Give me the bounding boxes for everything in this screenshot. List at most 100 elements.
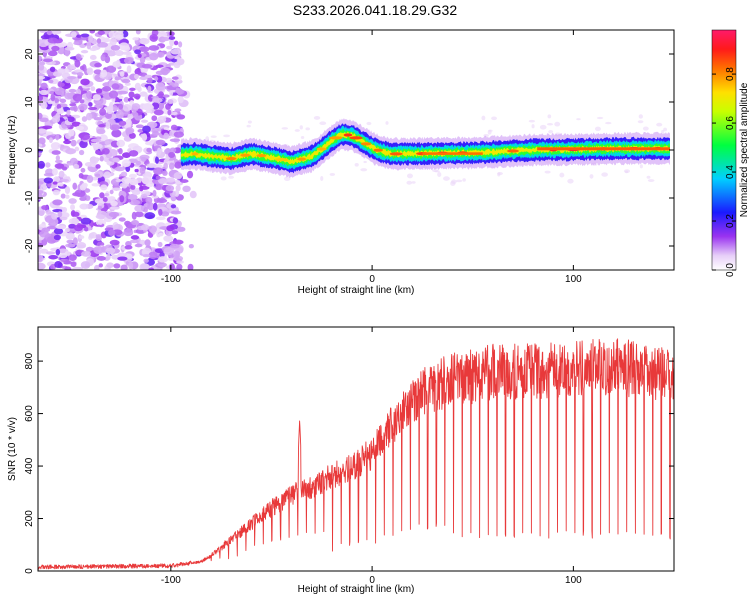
noise-blob	[72, 266, 84, 270]
noise-blob	[155, 175, 161, 180]
noise-blob	[80, 78, 90, 86]
noise-blob	[38, 262, 46, 270]
noise-blob	[38, 152, 42, 156]
noise-blob	[116, 139, 126, 148]
noise-blob	[52, 115, 61, 123]
noise-blob	[170, 204, 177, 209]
noise-blob	[86, 67, 94, 75]
faint-speck	[544, 170, 551, 174]
noise-blob	[163, 132, 169, 140]
noise-blob	[38, 76, 46, 80]
noise-blob	[119, 71, 125, 77]
noise-blob	[52, 199, 63, 206]
noise-blob	[40, 101, 48, 109]
noise-blob	[169, 90, 174, 96]
noise-blob	[39, 89, 49, 96]
noise-blob	[127, 193, 138, 201]
noise-blob	[79, 184, 87, 191]
noise-blob	[86, 41, 92, 50]
noise-blob	[66, 109, 71, 116]
colorbar-tick-label: 0.2	[725, 214, 736, 228]
noise-blob	[148, 251, 158, 259]
noise-blob	[135, 160, 142, 166]
noise-blob	[86, 174, 94, 183]
noise-blob	[95, 234, 102, 238]
noise-blob	[166, 225, 175, 232]
y-tick-label: 400	[24, 457, 35, 474]
noise-blob	[81, 250, 92, 257]
noise-blob	[89, 54, 97, 61]
faint-speck	[601, 172, 608, 177]
noise-blob	[147, 76, 153, 84]
noise-blob	[55, 225, 66, 230]
noise-blob	[172, 250, 181, 258]
noise-blob	[74, 59, 81, 68]
noise-blob	[134, 49, 141, 55]
noise-blob	[110, 44, 121, 51]
noise-blob	[57, 211, 63, 218]
noise-blob	[38, 112, 43, 120]
noise-blob	[168, 31, 175, 37]
noise-blob	[155, 64, 164, 68]
noise-blob	[88, 102, 93, 107]
noise-blob	[47, 50, 58, 57]
noise-blob	[139, 166, 146, 175]
noise-blob	[158, 208, 163, 216]
faint-speck	[487, 129, 492, 135]
noise-blob	[128, 91, 135, 99]
noise-blob	[134, 211, 144, 218]
noise-blob	[70, 139, 77, 147]
noise-blob	[126, 65, 132, 74]
noise-blob	[75, 53, 82, 60]
noise-blob	[67, 75, 77, 80]
noise-blob	[131, 219, 139, 226]
noise-blob	[125, 253, 133, 260]
noise-blob	[152, 97, 163, 103]
noise-blob	[115, 110, 124, 119]
noise-blob	[108, 196, 116, 202]
faint-speck	[283, 176, 291, 182]
y-tick-label: 20	[24, 48, 35, 60]
noise-blob	[114, 166, 125, 172]
noise-blob	[122, 103, 132, 112]
noise-blob	[102, 86, 112, 92]
faint-speck	[567, 178, 574, 184]
noise-blob	[79, 133, 91, 141]
noise-blob	[99, 192, 105, 199]
x-tick-label: 100	[565, 575, 582, 586]
noise-blob	[166, 45, 173, 50]
noise-blob	[59, 98, 67, 104]
noise-blob	[53, 227, 64, 235]
noise-blob	[176, 263, 183, 270]
noise-blob	[118, 30, 124, 34]
noise-blob	[134, 168, 139, 173]
noise-blob	[158, 30, 168, 39]
colorbar-tick-label: 0.4	[725, 165, 736, 179]
noise-blob	[121, 183, 128, 189]
noise-blob	[40, 82, 48, 90]
noise-blob	[131, 189, 141, 196]
noise-blob	[93, 69, 102, 75]
colorbar-tick-label: 0.8	[725, 67, 736, 81]
noise-blob	[52, 181, 58, 185]
noise-blob	[64, 92, 73, 100]
noise-blob	[121, 177, 132, 184]
colorbar-label: Normalized spectral amplitude	[739, 82, 750, 217]
noise-blob	[80, 50, 89, 54]
noise-blob	[96, 241, 105, 247]
noise-blob	[96, 128, 106, 135]
noise-blob	[58, 170, 65, 178]
noise-blob	[172, 239, 184, 245]
faint-speck	[663, 127, 667, 132]
track-hotspot	[343, 133, 353, 137]
noise-blob	[139, 91, 148, 97]
noise-blob	[123, 57, 134, 64]
noise-blob	[65, 194, 70, 199]
noise-blob	[137, 53, 142, 58]
noise-blob	[118, 95, 124, 100]
faint-speck	[385, 121, 389, 125]
noise-blob	[66, 162, 73, 166]
noise-blob	[141, 156, 147, 162]
noise-blob	[64, 46, 75, 51]
noise-blob	[38, 137, 46, 145]
